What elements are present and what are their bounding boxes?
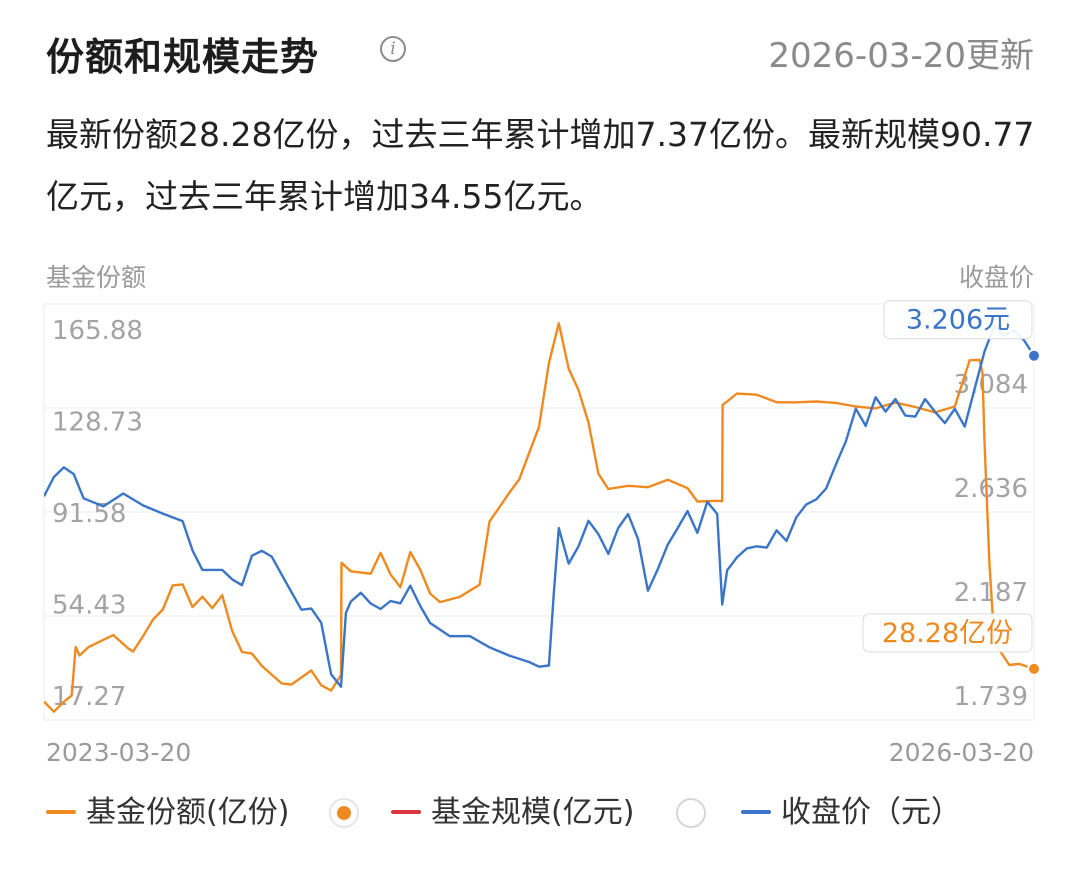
radio-selected-icon[interactable] [329, 798, 359, 828]
shares-series-line [44, 322, 1034, 713]
x-axis-end-label: 2026-03-20 [888, 738, 1034, 767]
radio-unselected-icon[interactable] [676, 798, 706, 828]
price-callout-box [883, 300, 1033, 340]
right-axis-title: 收盘价 [958, 263, 1034, 292]
x-axis-start-label: 2023-03-20 [46, 738, 192, 767]
legend-item-price: 收盘价（元） [741, 790, 1041, 836]
shares-callout-text: 28.28亿份 [882, 618, 1013, 649]
header: 份额和规模走势 i 2026-03-20更新 [46, 22, 1034, 82]
legend-label-price: 收盘价（元） [781, 795, 961, 830]
legend-item-shares[interactable]: 基金份额(亿份) [46, 790, 359, 836]
price-end-dot [1027, 348, 1041, 363]
legend-item-scale[interactable]: 基金规模(亿元) [391, 790, 721, 836]
chart[interactable]: 165.88 128.73 91.58 54.43 17.27 3.084 2.636 2.1… [0, 300, 1080, 730]
summary-text: 最新份额28.28亿份，过去三年累计增加7.37亿份。最新规模90.77亿元，过… [46, 115, 1035, 216]
right-tick-label: 2.636 [954, 474, 1028, 504]
left-axis-title: 基金份额 [46, 263, 147, 292]
legend-label-shares: 基金份额(亿份) [86, 795, 290, 830]
left-tick-label: 128.73 [52, 407, 143, 437]
right-tick-label: 1.739 [954, 682, 1028, 712]
price-callout-text: 3.206元 [906, 305, 1010, 336]
info-icon[interactable]: i [380, 36, 406, 62]
left-tick-label: 17.27 [52, 682, 126, 712]
left-tick-label: 91.58 [52, 499, 126, 529]
chart-svg: 165.88128.7391.5854.4317.273.0842.6362.1… [43, 300, 1041, 721]
shares-callout-box [862, 613, 1033, 653]
left-tick-label: 54.43 [52, 590, 126, 620]
shares-end-dot [1027, 661, 1041, 676]
legend-swatch-price [741, 810, 771, 814]
left-tick-label: 165.88 [52, 316, 143, 346]
legend-swatch-scale [391, 810, 421, 814]
legend-swatch-shares [46, 810, 76, 814]
price-series-line [44, 324, 1034, 688]
legend-label-scale: 基金规模(亿元) [431, 795, 635, 830]
page-title: 份额和规模走势 [46, 35, 320, 79]
update-date: 2026-03-20更新 [768, 36, 1034, 76]
